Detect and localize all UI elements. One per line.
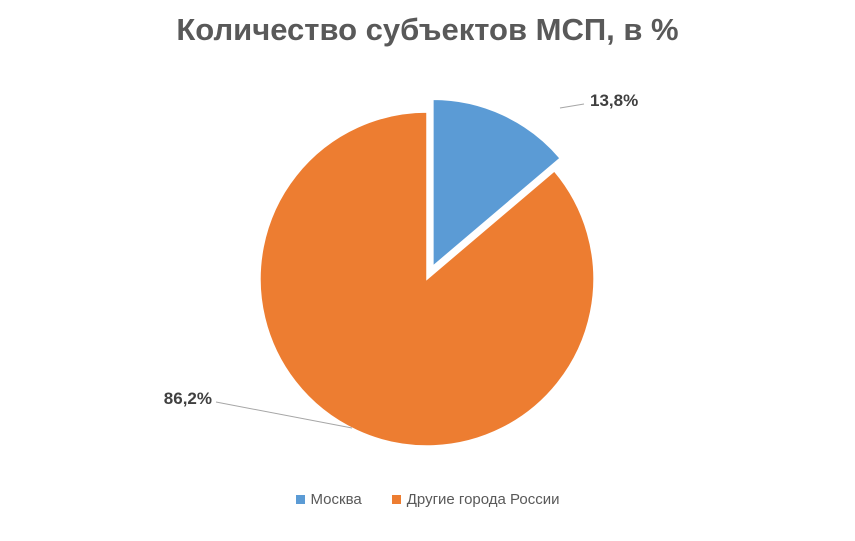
legend-label-other-cities: Другие города России	[406, 491, 560, 508]
pie-slice-other-cities	[259, 111, 595, 447]
chart-title: Количество субъектов МСП, в %	[176, 12, 679, 47]
leader-line-moscow	[559, 103, 585, 109]
leader-line-other-cities	[215, 401, 353, 429]
legend-item-moscow: Москва	[295, 491, 362, 508]
legend: Москва Другие города России	[0, 491, 855, 508]
legend-swatch-other-cities	[391, 495, 401, 504]
data-label-other-cities: 86,2%	[164, 389, 212, 408]
data-label-moscow: 13,8%	[590, 91, 638, 110]
legend-label-moscow: Москва	[310, 491, 362, 508]
legend-swatch-moscow	[295, 495, 305, 504]
legend-item-other-cities: Другие города России	[391, 491, 560, 508]
pie-slice-moscow	[432, 98, 562, 268]
